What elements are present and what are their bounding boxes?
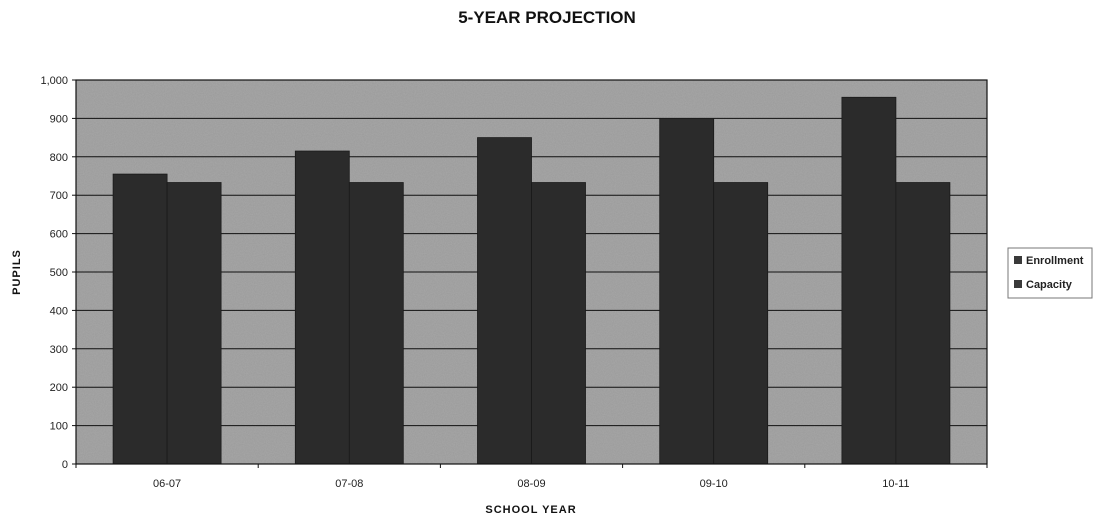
x-axis: 06-07 07-08 08-09 09-10 10-11 xyxy=(75,464,988,490)
chart-title: 5-YEAR PROJECTION xyxy=(458,8,636,27)
bar-enrollment xyxy=(477,137,532,465)
bar-enrollment xyxy=(112,173,168,465)
bar-capacity xyxy=(166,182,222,465)
x-tick-label: 09-10 xyxy=(700,478,728,490)
bar-capacity xyxy=(348,182,404,465)
y-tick-label: 0 xyxy=(62,459,68,471)
y-tick-label: 700 xyxy=(50,190,68,202)
y-tick-label: 900 xyxy=(50,113,68,125)
bar-enrollment xyxy=(659,118,715,465)
y-tick-label: 300 xyxy=(50,344,68,356)
bar-capacity xyxy=(895,182,951,465)
x-axis-label: SCHOOL YEAR xyxy=(485,504,576,516)
y-tick-label: 600 xyxy=(50,229,68,241)
y-tick-label: 1,000 xyxy=(40,75,68,87)
legend: Enrollment Capacity xyxy=(1007,247,1093,299)
bar-capacity xyxy=(713,182,769,465)
y-tick-label: 200 xyxy=(50,382,68,394)
y-tick-label: 100 xyxy=(50,421,68,433)
x-tick-label: 10-11 xyxy=(882,478,909,490)
y-tick-label: 800 xyxy=(50,152,68,164)
y-axis: 0 100 200 300 400 500 600 700 800 900 1,000 xyxy=(40,75,76,471)
bar-enrollment xyxy=(841,96,897,465)
legend-swatch-capacity xyxy=(1014,280,1022,288)
y-tick-label: 400 xyxy=(50,305,68,317)
legend-swatch-enrollment xyxy=(1014,256,1022,264)
x-tick-label: 06-07 xyxy=(153,478,181,490)
legend-label-enrollment: Enrollment xyxy=(1026,255,1084,267)
x-tick-label: 07-08 xyxy=(335,478,363,490)
y-axis-label: PUPILS xyxy=(11,249,23,295)
x-tick-label: 08-09 xyxy=(517,478,545,490)
bar-enrollment xyxy=(294,150,350,465)
y-tick-label: 500 xyxy=(50,267,68,279)
bar-capacity xyxy=(531,182,586,465)
legend-label-capacity: Capacity xyxy=(1026,279,1073,291)
bars xyxy=(112,96,951,465)
